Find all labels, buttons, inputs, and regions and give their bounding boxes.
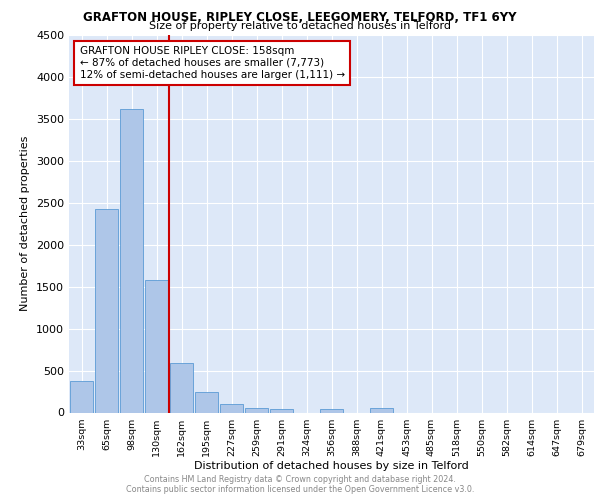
Text: GRAFTON HOUSE RIPLEY CLOSE: 158sqm
← 87% of detached houses are smaller (7,773)
: GRAFTON HOUSE RIPLEY CLOSE: 158sqm ← 87%… [79, 46, 344, 80]
Bar [270, 408, 293, 412]
Bar [145, 280, 168, 412]
Text: GRAFTON HOUSE, RIPLEY CLOSE, LEEGOMERY, TELFORD, TF1 6YY: GRAFTON HOUSE, RIPLEY CLOSE, LEEGOMERY, … [83, 11, 517, 24]
Bar [370, 408, 393, 412]
Bar [320, 408, 343, 412]
Bar [220, 404, 243, 412]
X-axis label: Distribution of detached houses by size in Telford: Distribution of detached houses by size … [194, 462, 469, 471]
Bar [245, 408, 268, 412]
Y-axis label: Number of detached properties: Number of detached properties [20, 136, 31, 312]
Bar [170, 363, 193, 412]
Bar [95, 210, 118, 412]
Bar [120, 109, 143, 412]
Text: Size of property relative to detached houses in Telford: Size of property relative to detached ho… [149, 21, 451, 31]
Bar [195, 392, 218, 412]
Text: Contains HM Land Registry data © Crown copyright and database right 2024.
Contai: Contains HM Land Registry data © Crown c… [126, 474, 474, 494]
Bar [70, 382, 93, 412]
